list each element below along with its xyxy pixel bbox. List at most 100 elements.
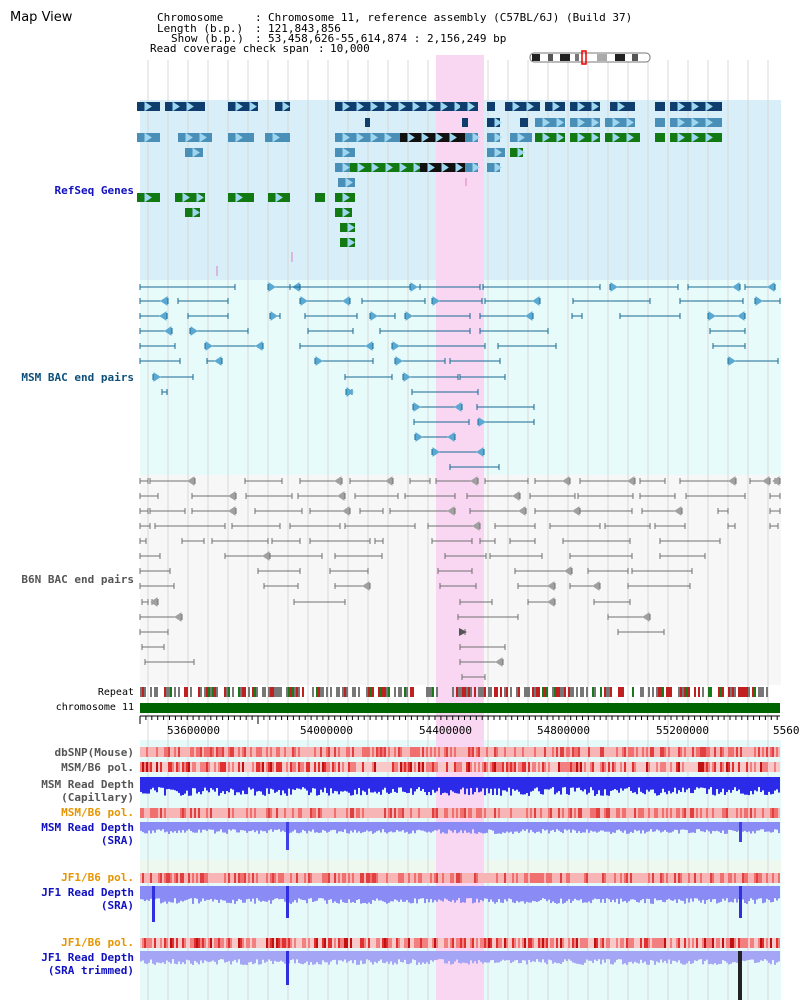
msm-b6-polymorphism-bar <box>248 762 250 772</box>
jf1-trimmed-depth-bar <box>562 951 564 963</box>
msm-b6-polymorphism-bar <box>304 762 306 772</box>
msm-sra-depth-bar <box>250 822 252 832</box>
track-label-repeat[interactable]: Repeat <box>97 687 134 698</box>
msm-b6-polymorphism-bar <box>460 808 462 818</box>
track-label-jf1-read-depth-trimmed[interactable]: JF1 Read Depth (SRA trimmed) <box>41 951 134 977</box>
msm-b6-polymorphism-bar <box>478 762 480 772</box>
b6n-bac-end-arrow <box>362 581 370 591</box>
track-label-msm-read-depth-sra[interactable]: MSM Read Depth (SRA) <box>41 821 134 847</box>
jf1-b6-polymorphism-bar <box>342 873 344 883</box>
dbsnp-density-bar <box>732 747 734 757</box>
ideogram-band <box>548 54 553 61</box>
jf1-sra-depth-bar <box>220 886 222 900</box>
jf1-trimmed-depth-bar <box>210 951 212 962</box>
msm-capillary-depth-bar <box>764 777 766 795</box>
msm-sra-depth-bar <box>640 822 642 834</box>
jf1-b6-polymorphism-bar <box>746 873 748 883</box>
msm-b6-polymorphism-bar <box>746 808 748 818</box>
repeat-element <box>490 687 492 697</box>
jf1-b6-polymorphism-bar <box>302 938 304 948</box>
msm-capillary-depth-bar <box>418 777 420 788</box>
msm-b6-polymorphism-bar <box>480 762 482 772</box>
dbsnp-density-bar <box>534 747 536 757</box>
msm-capillary-depth-bar <box>354 777 356 790</box>
track-label-jf1-read-depth-sra[interactable]: JF1 Read Depth (SRA) <box>41 886 134 912</box>
dbsnp-density-bar <box>422 747 424 757</box>
jf1-b6-polymorphism-bar <box>518 938 520 948</box>
track-label-msm-b6-pol[interactable]: MSM/B6 pol. <box>61 761 134 774</box>
jf1-trimmed-depth-bar <box>590 951 592 961</box>
msm-b6-polymorphism-bar <box>382 762 384 772</box>
msm-b6-polymorphism-bar <box>326 762 328 772</box>
msm-sra-depth-bar <box>248 822 250 832</box>
jf1-sra-depth-bar <box>284 886 286 902</box>
msm-sra-depth-bar <box>722 822 724 831</box>
jf1-b6-polymorphism-bar <box>326 873 328 883</box>
track-label-refseq[interactable]: RefSeq Genes <box>54 184 134 197</box>
dbsnp-density-bar <box>242 747 244 757</box>
dbsnp-density-bar <box>710 747 712 757</box>
msm-b6-polymorphism-bar <box>668 808 670 818</box>
track-label-msm-read-depth-capillary[interactable]: MSM Read Depth (Capillary) <box>41 778 134 804</box>
msm-b6-polymorphism-bar <box>254 808 256 818</box>
msm-capillary-depth-bar <box>272 777 274 790</box>
jf1-sra-depth-bar <box>504 886 506 900</box>
msm-sra-depth-bar <box>564 822 566 830</box>
dbsnp-density-bar <box>156 747 158 757</box>
jf1-sra-depth-bar <box>592 886 594 900</box>
msm-sra-depth-bar <box>630 822 632 832</box>
repeat-element <box>632 687 634 697</box>
msm-b6-polymorphism-bar <box>442 762 444 772</box>
jf1-b6-polymorphism-bar <box>750 938 752 948</box>
msm-sra-depth-bar <box>736 822 738 832</box>
jf1-trimmed-depth-bar <box>384 951 386 964</box>
msm-b6-polymorphism-bar <box>756 808 758 818</box>
msm-b6-polymorphism-bar <box>344 808 346 818</box>
gene-strand-arrow <box>449 132 457 143</box>
track-label-jf1-b6-pol-2[interactable]: JF1/B6 pol. <box>61 936 134 949</box>
msm-sra-depth-bar <box>322 822 324 830</box>
jf1-b6-polymorphism-bar <box>430 938 432 948</box>
jf1-sra-depth-bar <box>492 886 494 902</box>
msm-capillary-depth-bar <box>188 777 190 796</box>
track-label-dbsnp[interactable]: dbSNP(Mouse) <box>54 746 134 759</box>
dbsnp-density-bar <box>470 747 472 757</box>
track-label-msm-b6-pol-2[interactable]: MSM/B6 pol. <box>61 806 134 819</box>
msm-sra-depth-bar <box>498 822 500 834</box>
jf1-sra-depth-bar <box>214 886 216 900</box>
msm-b6-polymorphism-bar <box>554 808 556 818</box>
msm-sra-depth-bar <box>540 822 542 834</box>
msm-sra-depth-bar <box>470 822 472 834</box>
msm-capillary-depth-bar <box>236 777 238 793</box>
msm-sra-depth-bar <box>172 822 174 833</box>
msm-capillary-depth-bar <box>510 777 512 796</box>
jf1-b6-polymorphism-bar <box>270 938 272 948</box>
jf1-trimmed-depth-bar <box>226 951 228 962</box>
jf1-sra-depth-bar <box>578 886 580 901</box>
jf1-b6-polymorphism-bar <box>286 938 288 948</box>
jf1-trimmed-depth-bar <box>230 951 232 965</box>
repeat-element <box>484 687 486 697</box>
jf1-b6-polymorphism-bar <box>306 873 308 883</box>
track-label-jf1-b6-pol[interactable]: JF1/B6 pol. <box>61 871 134 884</box>
track-label-b6n-bac[interactable]: B6N BAC end pairs <box>21 573 134 586</box>
jf1-sra-depth-bar <box>278 886 280 900</box>
dbsnp-density-bar <box>434 747 436 757</box>
msm-b6-polymorphism-bar <box>732 808 734 818</box>
jf1-b6-polymorphism-bar <box>264 938 266 948</box>
jf1-sra-depth-bar <box>746 886 748 904</box>
jf1-trimmed-depth-bar <box>602 951 604 960</box>
msm-sra-depth-bar <box>372 822 374 834</box>
msm-b6-polymorphism-bar <box>692 762 694 772</box>
msm-b6-polymorphism-bar <box>514 762 516 772</box>
jf1-sra-depth-bar <box>252 886 254 899</box>
jf1-sra-depth-bar <box>158 886 160 899</box>
track-label-msm-bac[interactable]: MSM BAC end pairs <box>21 371 134 384</box>
jf1-b6-polymorphism-bar <box>522 938 524 948</box>
track-label-chromosome[interactable]: chromosome 11 <box>55 702 134 713</box>
dbsnp-density-bar <box>580 747 582 757</box>
jf1-b6-polymorphism-bar <box>596 938 598 948</box>
dbsnp-density-bar <box>380 747 382 757</box>
msm-b6-polymorphism-bar <box>198 762 200 772</box>
gene-strand-arrow <box>282 101 290 112</box>
